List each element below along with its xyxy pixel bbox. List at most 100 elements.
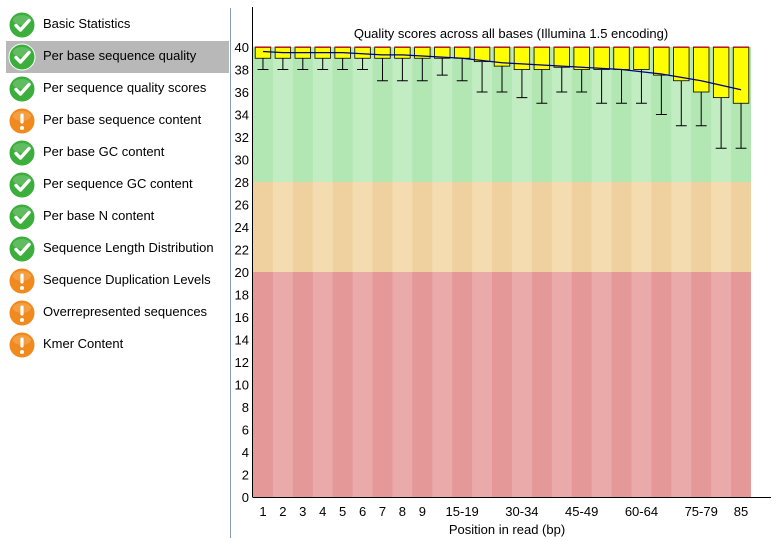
column-stripe — [292, 272, 313, 497]
box-body — [613, 46, 630, 70]
module-item-sequence-length-distribution[interactable]: Sequence Length Distribution — [6, 233, 229, 265]
mean-polyline — [262, 50, 742, 91]
x-tick-label: 15-19 — [446, 504, 479, 519]
y-tick-label: 20 — [235, 265, 249, 280]
module-item-per-base-sequence-quality[interactable]: Per base sequence quality — [6, 41, 229, 73]
y-tick-label: 34 — [235, 108, 249, 123]
box-body — [693, 46, 710, 93]
box-15-19 — [453, 46, 471, 82]
y-tick-label: 30 — [235, 153, 249, 168]
module-item-kmer-content[interactable]: Kmer Content — [6, 329, 229, 361]
box-9 — [414, 46, 431, 82]
module-label: Per base sequence quality — [43, 48, 197, 63]
column-stripe — [531, 182, 552, 272]
box-8 — [394, 46, 411, 82]
column-stripe — [611, 47, 632, 182]
check-icon — [8, 235, 36, 263]
box-body — [553, 46, 570, 68]
module-label: Kmer Content — [43, 336, 124, 351]
box-7 — [374, 46, 391, 82]
check-icon — [8, 11, 36, 39]
panel-splitter[interactable] — [230, 8, 231, 538]
column-stripe — [611, 182, 632, 272]
check-icon — [8, 203, 36, 231]
column-stripe — [731, 182, 751, 272]
column-stripe — [651, 182, 672, 272]
x-tick-label: 5 — [339, 504, 346, 519]
column-stripe — [651, 272, 672, 497]
box-body — [374, 46, 391, 59]
y-tick-label: 10 — [235, 378, 249, 393]
y-tick-label: 36 — [235, 85, 249, 100]
box-25-29 — [493, 46, 511, 93]
box-body — [513, 46, 531, 70]
check-icon — [8, 75, 36, 103]
column-stripe — [253, 182, 273, 272]
column-stripe — [452, 272, 473, 497]
box-55-59 — [613, 46, 630, 104]
y-tick-label: 14 — [235, 333, 249, 348]
warning-icon — [8, 331, 36, 359]
column-stripes — [253, 47, 751, 497]
column-stripe — [571, 272, 592, 497]
module-item-per-base-sequence-content[interactable]: Per base sequence content — [6, 105, 229, 137]
column-stripe — [372, 272, 393, 497]
column-stripe — [332, 47, 353, 182]
x-axis-label: Position in read (bp) — [449, 522, 565, 537]
column-stripe — [571, 47, 592, 182]
column-stripe — [492, 47, 512, 182]
module-item-basic-statistics[interactable]: Basic Statistics — [6, 9, 229, 41]
box-body — [394, 46, 411, 59]
y-tick-label: 8 — [242, 400, 249, 415]
y-tick-label: 26 — [235, 198, 249, 213]
module-item-overrepresented-sequences[interactable]: Overrepresented sequences — [6, 297, 229, 329]
column-stripe — [492, 182, 512, 272]
box-body — [453, 46, 471, 59]
x-tick-label: 30-34 — [505, 504, 538, 519]
module-label: Per base GC content — [43, 144, 165, 159]
box-6 — [354, 46, 371, 70]
y-tick-label: 40 — [235, 40, 249, 55]
y-tick-label: 18 — [235, 288, 249, 303]
column-stripe — [571, 182, 592, 272]
column-stripe — [412, 272, 433, 497]
column-stripe — [253, 47, 273, 182]
module-item-sequence-duplication-levels[interactable]: Sequence Duplication Levels — [6, 265, 229, 297]
module-item-per-sequence-gc-content[interactable]: Per sequence GC content — [6, 169, 229, 201]
chart-title: Quality scores across all bases (Illumin… — [354, 26, 668, 41]
check-icon — [8, 43, 36, 71]
module-item-per-sequence-quality-scores[interactable]: Per sequence quality scores — [6, 73, 229, 105]
y-tick-label: 32 — [235, 130, 249, 145]
module-item-per-base-n-content[interactable]: Per base N content — [6, 201, 229, 233]
warning-icon — [8, 299, 36, 327]
column-stripe — [531, 272, 552, 497]
column-stripe — [332, 182, 353, 272]
x-tick-label: 4 — [319, 504, 326, 519]
x-tick-label: 75-79 — [685, 504, 718, 519]
box-body — [732, 46, 750, 104]
column-stripe — [731, 272, 751, 497]
module-label: Overrepresented sequences — [43, 304, 208, 319]
box-35-39 — [533, 46, 551, 104]
box-70-74 — [673, 46, 690, 127]
y-tick-label: 38 — [235, 63, 249, 78]
module-label: Sequence Length Distribution — [43, 240, 214, 255]
box-40-44 — [553, 46, 570, 93]
box-body — [573, 46, 590, 70]
y-tick-label: 6 — [242, 423, 249, 438]
column-stripe — [412, 182, 433, 272]
warning-icon — [8, 267, 36, 295]
x-tick-label: 3 — [299, 504, 306, 519]
module-list: Basic Statistics Per base sequence qualit… — [0, 0, 229, 541]
box-body — [653, 46, 670, 76]
column-stripe — [452, 182, 473, 272]
x-tick-label: 9 — [419, 504, 426, 519]
module-item-per-base-gc-content[interactable]: Per base GC content — [6, 137, 229, 169]
box-body — [633, 46, 650, 70]
y-tick-label: 2 — [242, 468, 249, 483]
box-1 — [254, 46, 272, 70]
box-75-79 — [693, 46, 710, 127]
column-stripe — [531, 47, 552, 182]
x-tick-labels: 1 2 3 4 5 6 7 8 9 15-19 30-34 45-49 60-64 75-79 85 — [259, 504, 748, 519]
